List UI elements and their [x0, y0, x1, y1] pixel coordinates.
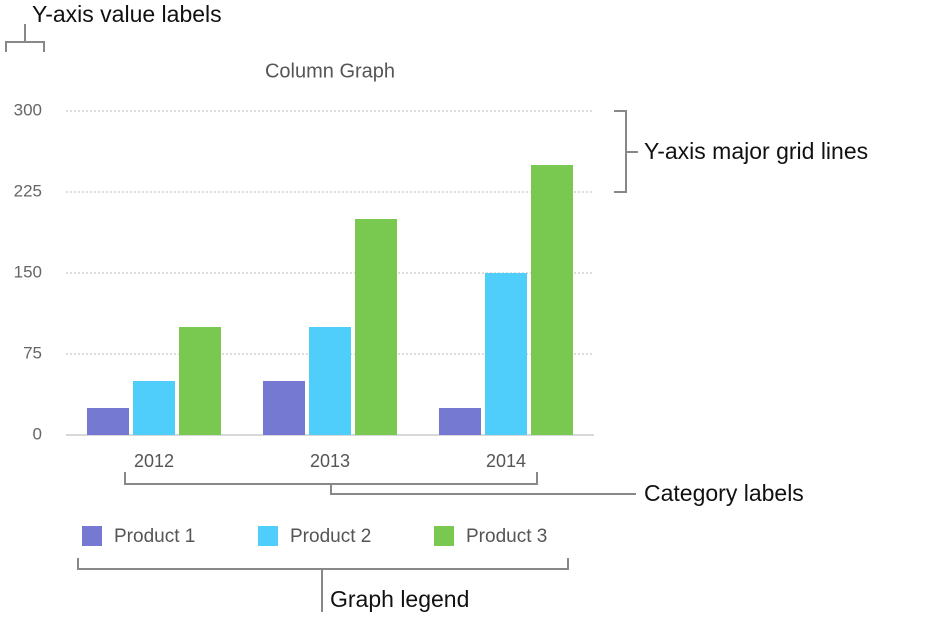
- bar: [485, 273, 527, 435]
- y-tick-label: 225: [14, 181, 42, 200]
- bar: [87, 408, 129, 435]
- chart-title: Column Graph: [265, 60, 395, 82]
- annotation: Y-axis value labels: [32, 1, 222, 27]
- bar: [355, 219, 397, 435]
- bar: [263, 381, 305, 435]
- bar: [309, 327, 351, 435]
- annotation: Y-axis major grid lines: [644, 138, 868, 164]
- y-tick-label: 300: [14, 100, 42, 119]
- legend-swatch: [434, 526, 454, 546]
- bracket: [124, 472, 636, 495]
- legend-label: Product 1: [114, 526, 195, 547]
- legend-swatch: [82, 526, 102, 546]
- bracket: [77, 558, 569, 612]
- x-tick-label: 2014: [486, 451, 526, 471]
- x-tick-label: 2013: [310, 451, 350, 471]
- bar: [179, 327, 221, 435]
- y-tick-label: 150: [14, 262, 42, 281]
- bar: [531, 165, 573, 435]
- bracket: [5, 24, 45, 52]
- y-tick-label: 0: [33, 424, 42, 443]
- legend-label: Product 2: [290, 526, 371, 547]
- annotation: Graph legend: [330, 586, 469, 612]
- bar: [133, 381, 175, 435]
- legend-swatch: [258, 526, 278, 546]
- y-tick-label: 75: [23, 343, 42, 362]
- bracket: [614, 110, 638, 193]
- legend-label: Product 3: [466, 526, 547, 547]
- bar: [439, 408, 481, 435]
- x-tick-label: 2012: [134, 451, 174, 471]
- annotation: Category labels: [644, 480, 804, 506]
